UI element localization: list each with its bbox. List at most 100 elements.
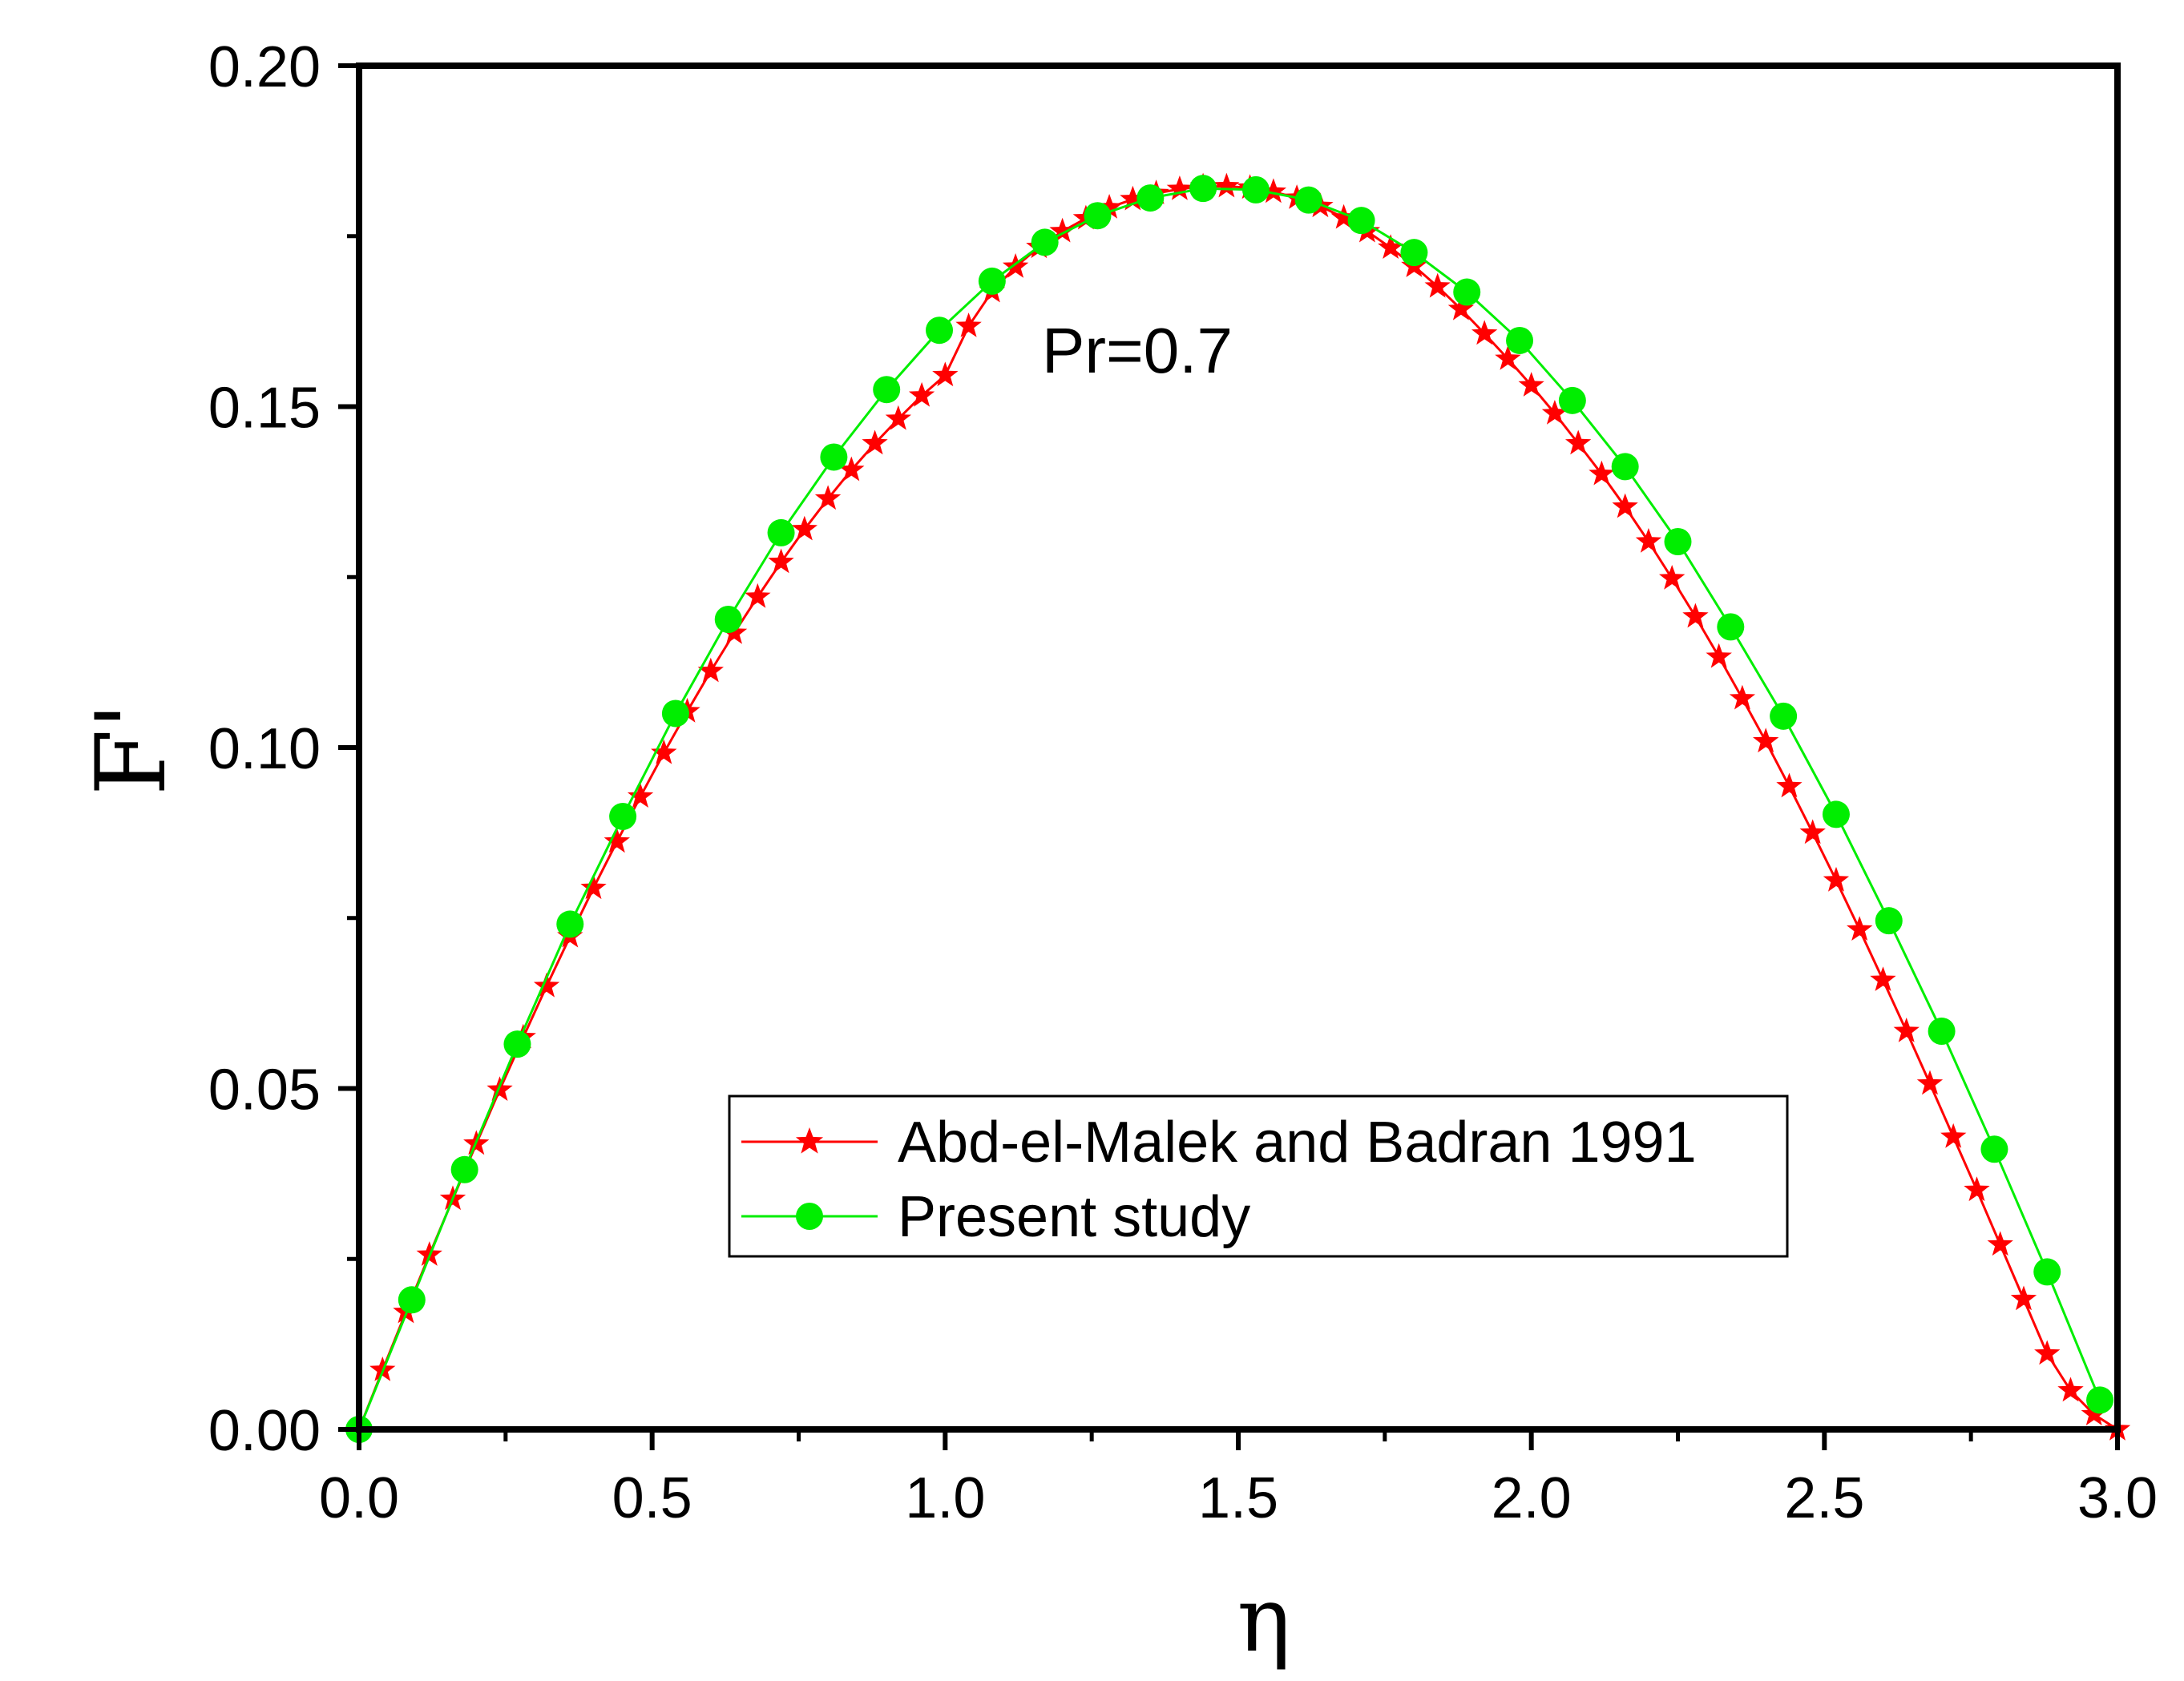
data-point-star	[768, 548, 794, 574]
ticks-layer: 0.0 0.5 1.0 1.5 2.0 2.5 3.0 0.00 0.05 0.10 0.15 0.2…	[208, 35, 2158, 1530]
data-point-circle	[1400, 239, 1428, 267]
data-point-star	[1589, 460, 1615, 486]
data-point-circle	[1611, 453, 1639, 481]
data-point-star	[1823, 866, 1850, 892]
data-point-star	[1916, 1070, 1944, 1095]
data-point-star	[580, 874, 607, 900]
data-point-star	[1682, 603, 1709, 628]
data-point-star	[1776, 772, 1803, 798]
data-point-star	[1495, 345, 1521, 370]
data-point-circle	[1189, 175, 1217, 203]
data-point-star	[1471, 320, 1498, 345]
x-tick-label: 0.5	[612, 1466, 692, 1530]
data-point-circle	[609, 802, 637, 830]
data-point-star	[1424, 272, 1451, 298]
data-point-star	[1893, 1018, 1920, 1042]
data-point-star	[791, 515, 817, 541]
data-point-star	[1729, 684, 1756, 710]
data-point-star	[932, 361, 959, 387]
x-tick-label: 1.5	[1198, 1466, 1278, 1530]
data-point-star	[862, 429, 888, 455]
data-point-star	[1120, 185, 1146, 211]
data-point-star	[814, 485, 842, 510]
y-tick-label: 0.20	[208, 35, 321, 99]
data-point-star	[651, 739, 677, 764]
data-point-star	[1378, 234, 1404, 259]
data-point-star	[1541, 400, 1568, 425]
data-point-circle	[820, 443, 848, 471]
data-point-star	[2081, 1401, 2107, 1425]
data-point-circle	[1558, 386, 1586, 414]
data-point-star	[1799, 819, 1826, 845]
data-point-circle	[1294, 186, 1322, 214]
data-point-star	[697, 657, 724, 683]
data-point-circle	[1928, 1018, 1956, 1046]
x-tick-label: 1.0	[905, 1466, 985, 1530]
data-point-circle	[1453, 278, 1481, 306]
data-point-star	[1870, 966, 1896, 991]
data-point-star	[908, 381, 935, 407]
data-point-star	[2034, 1340, 2061, 1365]
y-tick-label: 0.05	[208, 1058, 321, 1123]
data-point-star	[627, 783, 654, 808]
data-point-star	[838, 456, 865, 482]
data-point-star	[885, 405, 911, 430]
series-line-1	[357, 187, 2101, 1430]
data-point-star	[1096, 194, 1123, 219]
x-tick-label: 0.0	[319, 1466, 399, 1530]
data-point-circle	[1822, 800, 1850, 828]
data-point-circle	[1084, 202, 1112, 230]
data-point-star	[1964, 1176, 1990, 1202]
data-point-circle	[767, 518, 795, 546]
data-point-star	[1002, 253, 1029, 278]
y-tick-label: 0.00	[208, 1399, 321, 1463]
y-axis-title: F'	[76, 703, 188, 796]
series-1	[345, 175, 2114, 1443]
data-point-circle	[714, 606, 742, 634]
data-point-star	[1847, 916, 1873, 941]
y-tick-label: 0.10	[208, 717, 321, 781]
legend-label-abd-el-malek: Abd-el-Malek and Badran 1991	[898, 1111, 1697, 1175]
data-point-star	[955, 312, 982, 337]
data-point-circle	[503, 1030, 531, 1058]
data-point-circle	[450, 1155, 478, 1183]
data-point-star	[533, 972, 560, 998]
data-point-star	[721, 619, 748, 644]
y-tick-label: 0.15	[208, 377, 321, 441]
data-point-circle	[926, 316, 954, 345]
data-point-circle	[556, 910, 584, 938]
data-point-circle	[398, 1286, 426, 1314]
series-line-0	[357, 185, 2118, 1431]
data-point-circle	[2086, 1386, 2114, 1414]
data-point-star	[1565, 429, 1592, 455]
data-point-star	[1518, 372, 1544, 397]
data-point-circle	[1347, 207, 1375, 235]
data-point-circle	[1241, 175, 1270, 204]
x-tick-label: 2.5	[1784, 1466, 1864, 1530]
annotation-pr: Pr=0.7	[1042, 315, 1233, 386]
data-point-circle	[1770, 702, 1798, 730]
legend-marker-circle	[796, 1203, 823, 1230]
x-tick-label: 2.0	[1492, 1466, 1572, 1530]
data-point-circle	[873, 376, 901, 404]
data-point-star	[1635, 528, 1662, 553]
data-point-circle	[1664, 527, 1692, 555]
data-point-circle	[1717, 613, 1745, 641]
series-layer	[345, 172, 2131, 1443]
data-point-star	[604, 828, 630, 853]
data-point-circle	[1136, 184, 1165, 212]
x-axis-title: η	[1237, 1568, 1290, 1672]
data-point-circle	[661, 699, 689, 728]
data-point-star	[1753, 728, 1779, 753]
data-point-star	[745, 583, 771, 608]
legend-box	[728, 1094, 1789, 1258]
legend: Abd-el-Malek and Badran 1991 Present stu…	[728, 1094, 1789, 1258]
legend-label-present-study: Present study	[898, 1185, 1250, 1249]
data-point-circle	[1506, 326, 1534, 354]
data-point-star	[1166, 175, 1193, 200]
data-point-star	[1213, 172, 1240, 198]
data-point-circle	[1980, 1135, 2008, 1163]
data-point-circle	[978, 267, 1006, 295]
